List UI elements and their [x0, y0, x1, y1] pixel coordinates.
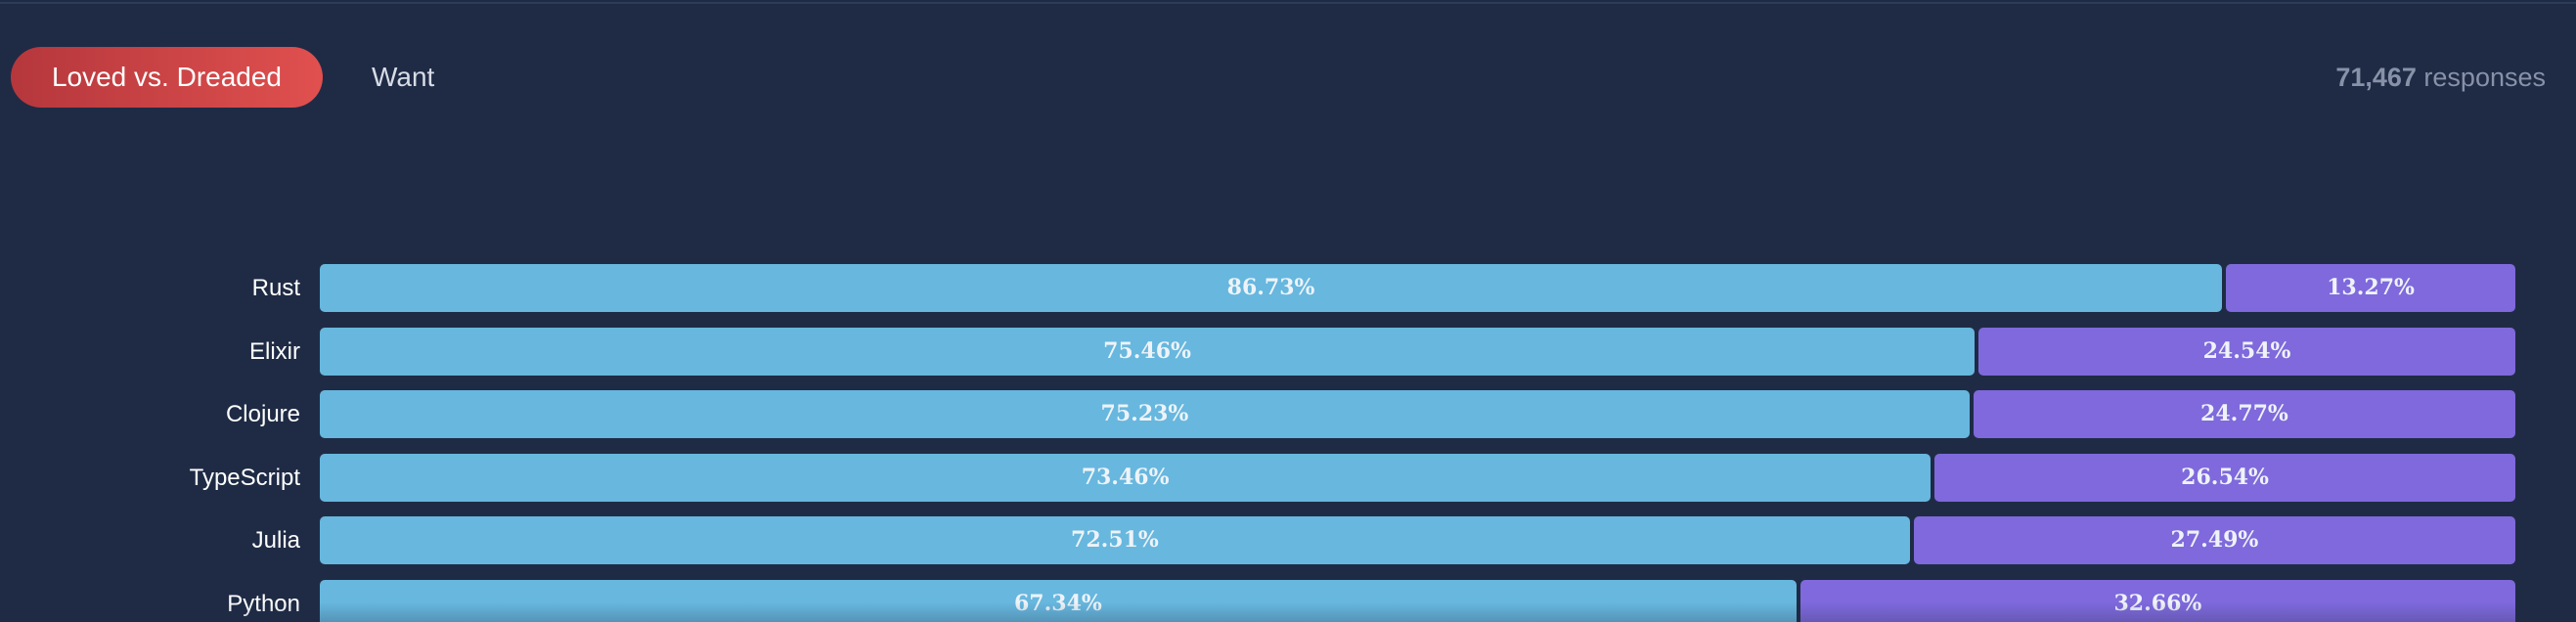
chart-row: Python 67.34% 32.66% [0, 580, 2576, 622]
loved-bar[interactable]: 73.46% [320, 453, 1932, 502]
category-label: Elixir [249, 337, 300, 365]
top-divider [0, 2, 2576, 4]
responses-counter: 71,467 responses [2335, 63, 2546, 93]
dreaded-bar[interactable]: 24.77% [1973, 390, 2515, 439]
category-label: Python [227, 591, 300, 617]
responses-count: 71,467 [2335, 63, 2417, 92]
chart-row: Clojure 75.23% 24.77% [0, 390, 2576, 439]
category-label: Clojure [225, 401, 300, 428]
category-label: Rust [251, 275, 300, 301]
dreaded-bar[interactable]: 27.49% [1913, 516, 2515, 565]
dreaded-bar[interactable]: 13.27% [2226, 264, 2515, 312]
loved-bar[interactable]: 72.51% [320, 516, 1910, 565]
loved-bar[interactable]: 75.23% [320, 390, 1970, 439]
dreaded-bar[interactable]: 26.54% [1934, 453, 2515, 502]
category-label: Julia [251, 527, 300, 555]
chart-row: Julia 72.51% 27.49% [0, 516, 2576, 565]
chart-row: Elixir 75.46% 24.54% [0, 327, 2576, 376]
tab-loved-vs-dreaded[interactable]: Loved vs. Dreaded [11, 47, 323, 108]
loved-bar[interactable]: 75.46% [320, 327, 1976, 376]
dreaded-bar[interactable]: 24.54% [1978, 327, 2515, 376]
loved-dreaded-bar-chart: Rust 86.73% 13.27% Elixir 75.46% 24.54% Clojur… [0, 264, 2576, 622]
loved-bar[interactable]: 86.73% [320, 264, 2223, 312]
responses-label: responses [2423, 63, 2546, 92]
chart-row: Rust 86.73% 13.27% [0, 264, 2576, 312]
dreaded-bar[interactable]: 32.66% [1799, 580, 2515, 622]
tab-want[interactable]: Want [372, 62, 435, 92]
loved-bar[interactable]: 67.34% [320, 580, 1797, 622]
chart-row: TypeScript 73.46% 26.54% [0, 453, 2576, 502]
category-label: TypeScript [189, 464, 300, 491]
